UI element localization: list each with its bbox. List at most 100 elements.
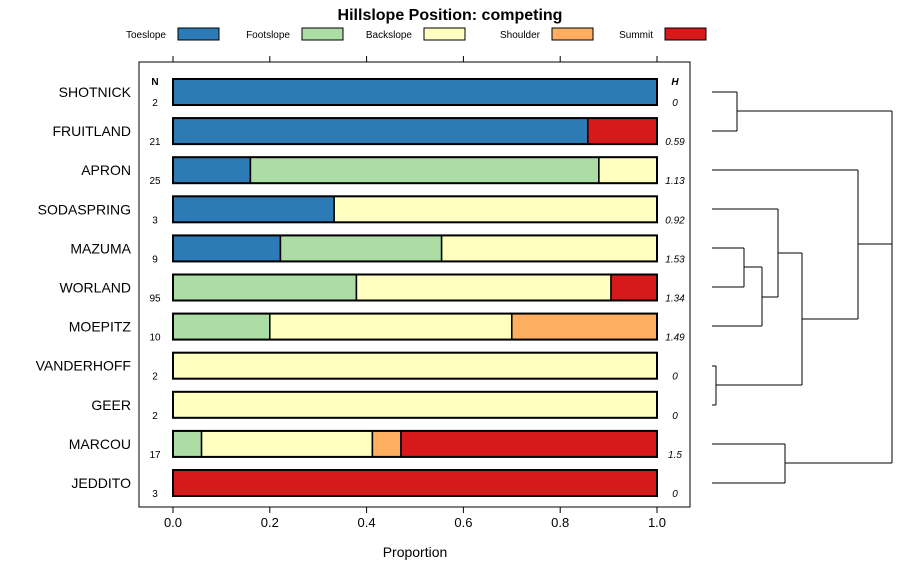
legend-swatch-summit <box>664 27 707 41</box>
bar-segment-backslope <box>355 273 612 302</box>
legend: Toeslope Footslope Backslope Shoulder Summit <box>126 27 707 41</box>
bar-segment-backslope <box>269 312 513 341</box>
legend-swatch-toeslope <box>177 27 220 41</box>
bar-segment-toeslope <box>172 78 658 106</box>
bar-row-sodaspring: SODASPRING 3 0.92 <box>38 195 685 226</box>
bar-segment-shoulder <box>511 312 658 341</box>
bar-row-worland: WORLAND 95 1.34 <box>59 273 685 305</box>
bar-segment-backslope <box>333 195 658 224</box>
bar-outline <box>172 78 658 106</box>
bar-outline <box>172 312 658 341</box>
bar-outline <box>172 234 658 263</box>
n-value: 25 <box>149 176 161 187</box>
bar-segment-backslope <box>200 430 374 458</box>
bar-segment-footslope <box>279 234 443 263</box>
category-label: FRUITLAND <box>52 123 131 139</box>
h-value: 1.49 <box>665 333 685 344</box>
n-value: 17 <box>149 450 161 461</box>
chart-title: Hillslope Position: competing <box>338 7 563 24</box>
n-value: 9 <box>152 254 158 265</box>
bar-segment-summit <box>610 273 658 302</box>
x-tick-label: 0.2 <box>261 515 279 530</box>
category-label: MARCOU <box>69 436 131 452</box>
x-axis: 0.0 0.2 0.4 0.6 0.8 1.0 <box>164 56 666 530</box>
bar-row-vanderhoff: VANDERHOFF 2 0 <box>36 351 678 383</box>
x-tick-label: 0.0 <box>164 515 182 530</box>
dendrogram <box>712 91 893 484</box>
plot-frame <box>138 61 691 508</box>
bar-segment-backslope <box>172 391 658 419</box>
legend-label: Footslope <box>246 30 290 41</box>
bar-segment-toeslope <box>172 156 252 184</box>
bar-segment-backslope <box>598 156 658 184</box>
n-value: 2 <box>152 98 158 109</box>
bar-outline <box>172 469 658 497</box>
bar-segment-summit <box>172 469 658 497</box>
bar-outline <box>172 195 658 224</box>
legend-label: Toeslope <box>126 30 166 41</box>
h-value: 0 <box>672 372 678 383</box>
h-value: 1.5 <box>668 450 682 461</box>
h-value: 0.59 <box>665 137 685 148</box>
n-value: 3 <box>152 489 158 500</box>
h-value: 1.53 <box>665 254 685 265</box>
legend-label: Summit <box>619 30 653 41</box>
x-tick-label: 0.4 <box>358 515 376 530</box>
n-value: 2 <box>152 411 158 422</box>
legend-label: Backslope <box>366 30 413 41</box>
x-tick-label: 0.6 <box>454 515 472 530</box>
bar-row-moepitz: MOEPITZ 10 1.49 <box>69 312 685 344</box>
bar-segment-summit <box>587 117 658 145</box>
bar-row-marcou: MARCOU 17 1.5 <box>69 429 682 461</box>
h-header: H <box>671 77 679 88</box>
bar-segment-toeslope <box>172 234 282 263</box>
h-value: 0 <box>672 411 678 422</box>
x-axis-label: Proportion <box>383 544 448 560</box>
h-value: 1.34 <box>665 294 685 305</box>
h-value: 0 <box>672 489 678 500</box>
n-header: N <box>151 77 158 88</box>
category-label: SHOTNICK <box>59 84 132 100</box>
h-value: 0.92 <box>665 215 685 226</box>
category-label: GEER <box>91 397 131 413</box>
bar-outline <box>172 117 658 146</box>
category-label: APRON <box>81 162 131 178</box>
bar-outline <box>172 273 658 302</box>
n-value: 2 <box>152 372 158 383</box>
bar-segment-summit <box>400 430 658 458</box>
legend-swatch-shoulder <box>551 27 594 41</box>
bar-row-mazuma: MAZUMA 9 1.53 <box>70 234 685 265</box>
bar-row-apron: APRON 25 1.13 <box>81 156 685 187</box>
bar-segment-footslope <box>249 156 600 184</box>
bar-segment-toeslope <box>172 117 589 145</box>
bar-segment-footslope <box>172 273 358 302</box>
bar-row-jeddito: JEDDITO 3 0 <box>71 469 678 500</box>
n-value: 3 <box>152 215 158 226</box>
bar-segment-footslope <box>172 430 203 458</box>
x-tick-label: 0.8 <box>551 515 569 530</box>
category-label: MAZUMA <box>70 240 131 256</box>
bar-segment-footslope <box>172 312 271 341</box>
bar-outline <box>172 429 658 458</box>
category-label: JEDDITO <box>71 475 131 491</box>
bar-row-shotnick: SHOTNICK 2 0 <box>59 78 678 109</box>
bar-outline <box>172 156 658 185</box>
h-value: 0 <box>672 98 678 109</box>
bar-segment-toeslope <box>172 195 335 224</box>
x-tick-label: 1.0 <box>648 515 666 530</box>
bar-row-geer: GEER 2 0 <box>91 390 678 422</box>
category-label: VANDERHOFF <box>36 358 131 374</box>
category-label: WORLAND <box>59 280 131 296</box>
category-label: SODASPRING <box>38 201 131 217</box>
n-value: 21 <box>149 137 161 148</box>
bar-segment-shoulder <box>371 430 402 458</box>
category-label: MOEPITZ <box>69 319 132 335</box>
h-value: 1.13 <box>665 176 685 187</box>
legend-label: Shoulder <box>500 30 541 41</box>
bar-segment-backslope <box>172 351 658 380</box>
bar-row-fruitland: FRUITLAND 21 0.59 <box>52 117 685 148</box>
n-value: 10 <box>149 333 161 344</box>
legend-swatch-backslope <box>423 27 466 41</box>
bar-segment-backslope <box>440 234 658 263</box>
